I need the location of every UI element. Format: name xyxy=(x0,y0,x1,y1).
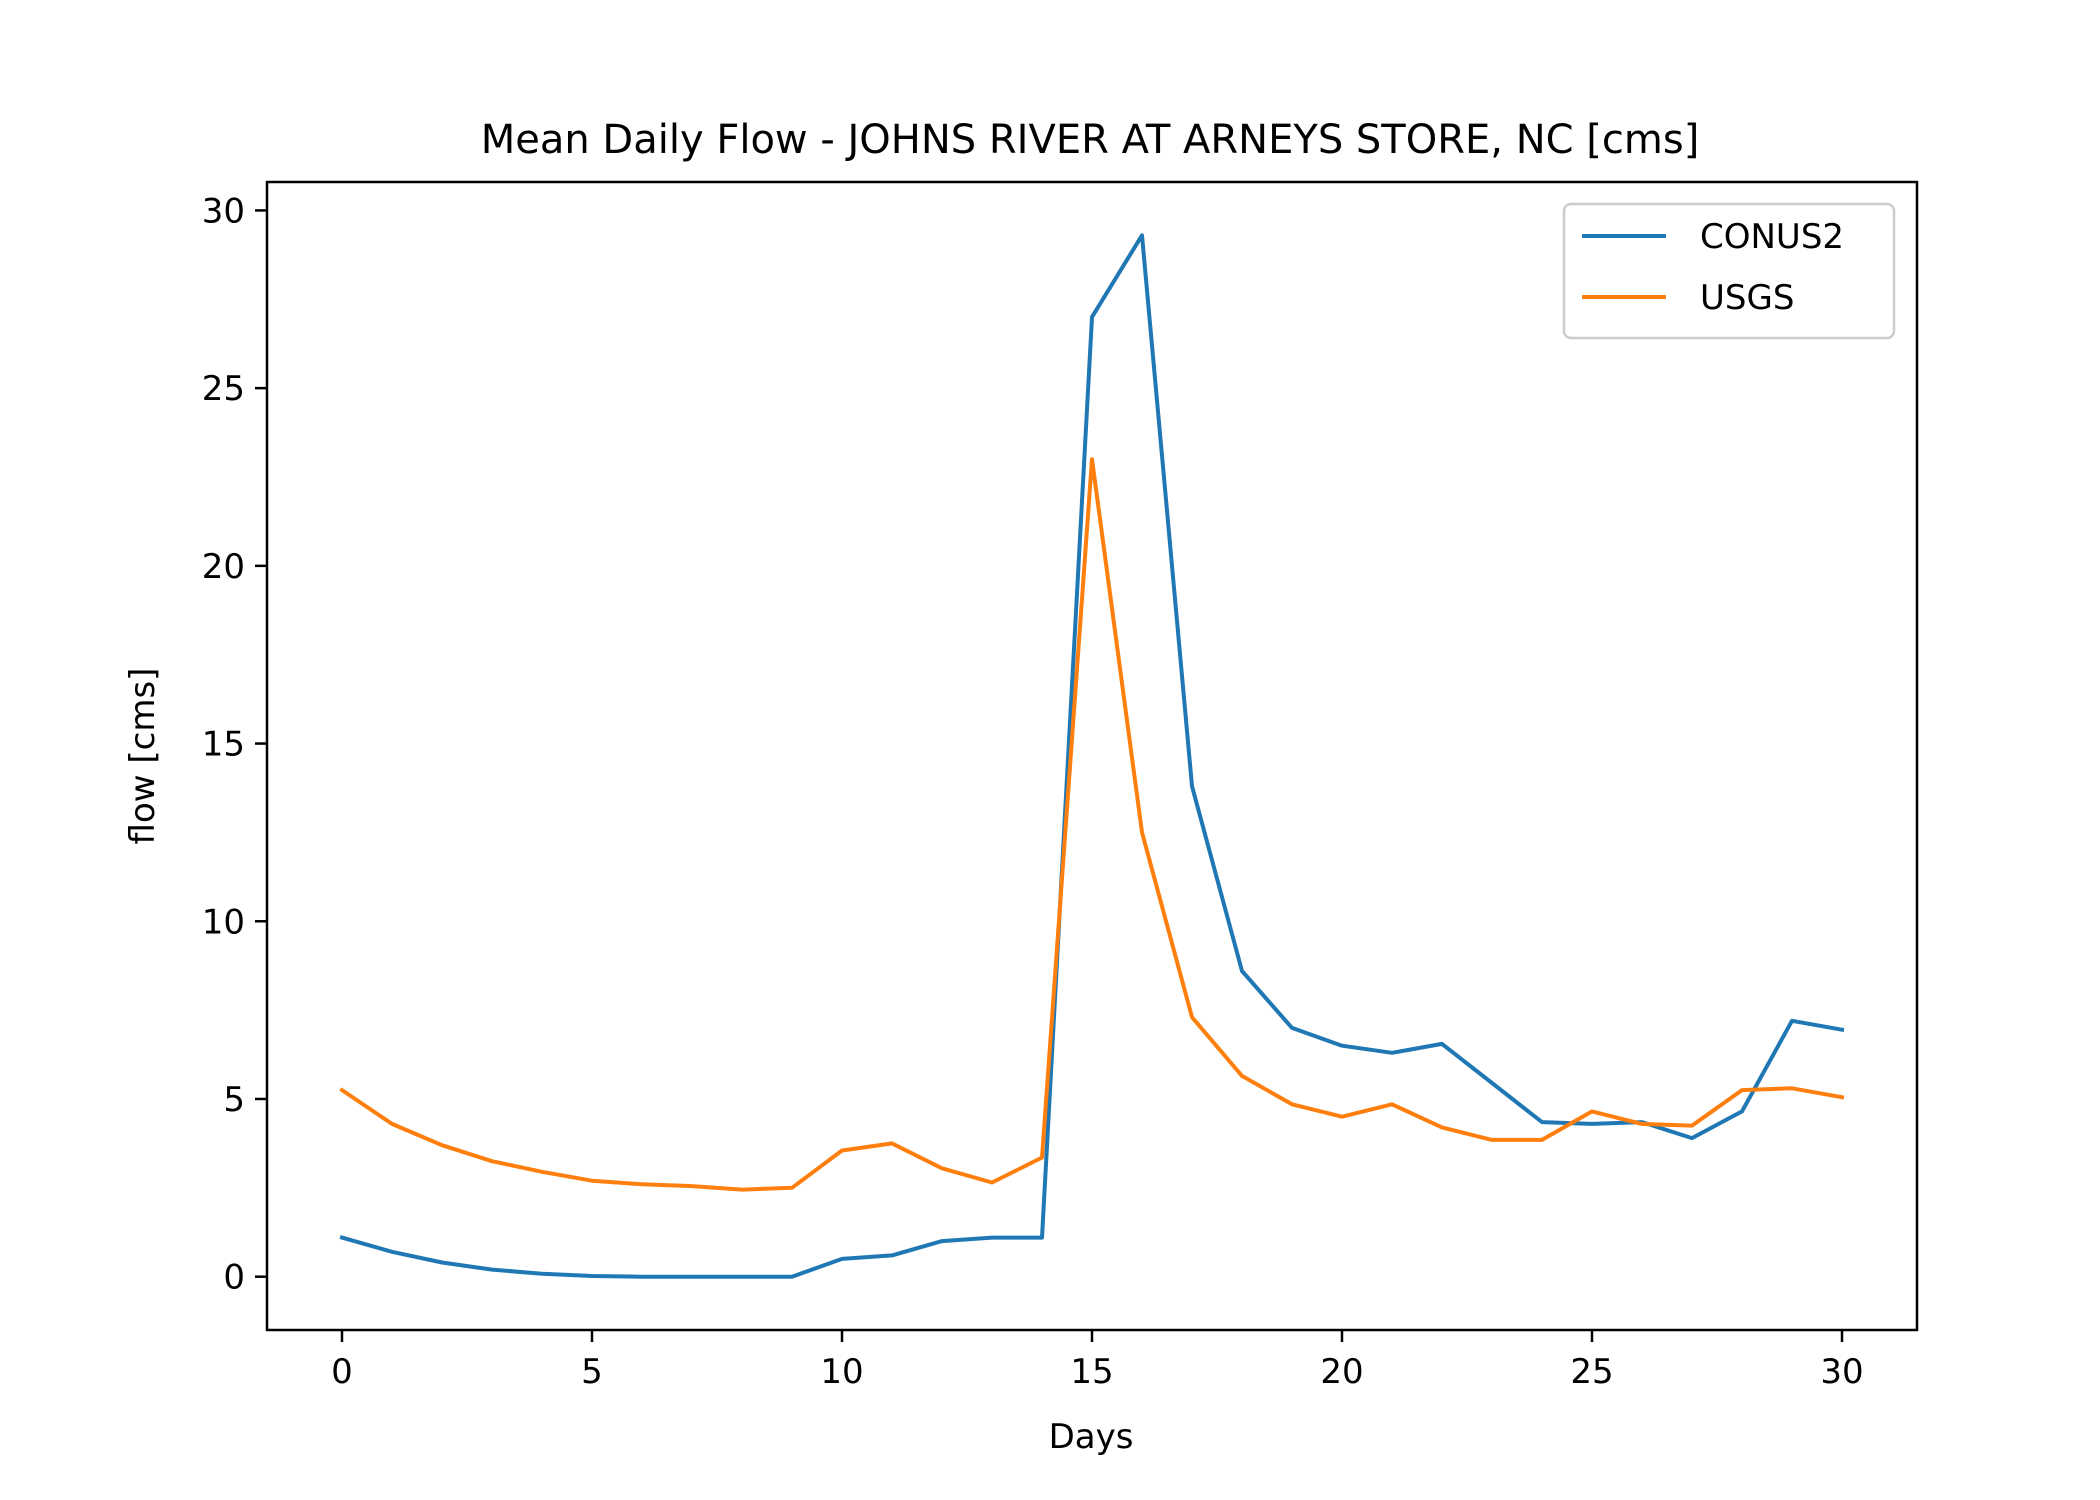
y-tick-label: 0 xyxy=(223,1258,245,1298)
series-line-usgs xyxy=(339,457,1845,1192)
x-tick-label: 25 xyxy=(1570,1352,1613,1392)
y-axis-label: flow [cms] xyxy=(123,668,163,845)
x-tick-label: 15 xyxy=(1070,1352,1113,1392)
series-layer xyxy=(339,233,1845,1279)
y-tick-label: 15 xyxy=(202,725,245,765)
y-axis-ticks: 0 5 10 15 20 25 30 xyxy=(202,191,267,1298)
x-axis-label: Days xyxy=(1049,1417,1134,1457)
x-tick-label: 5 xyxy=(581,1352,603,1392)
series-line-conus2 xyxy=(339,233,1845,1279)
y-tick-label: 25 xyxy=(202,369,245,409)
chart-title: Mean Daily Flow - JOHNS RIVER AT ARNEYS … xyxy=(481,117,1700,163)
y-tick-label: 30 xyxy=(202,191,245,231)
y-tick-label: 20 xyxy=(202,547,245,587)
x-tick-label: 0 xyxy=(331,1352,353,1392)
legend-label-usgs: USGS xyxy=(1700,278,1794,318)
legend-label-conus2: CONUS2 xyxy=(1700,217,1844,257)
x-tick-label: 30 xyxy=(1820,1352,1863,1392)
x-axis-ticks: 0 5 10 15 20 25 30 xyxy=(331,1330,1864,1392)
legend: CONUS2 USGS xyxy=(1562,202,1896,340)
y-tick-label: 10 xyxy=(202,902,245,942)
x-tick-label: 10 xyxy=(820,1352,863,1392)
y-tick-label: 5 xyxy=(223,1080,245,1120)
x-tick-label: 20 xyxy=(1320,1352,1363,1392)
